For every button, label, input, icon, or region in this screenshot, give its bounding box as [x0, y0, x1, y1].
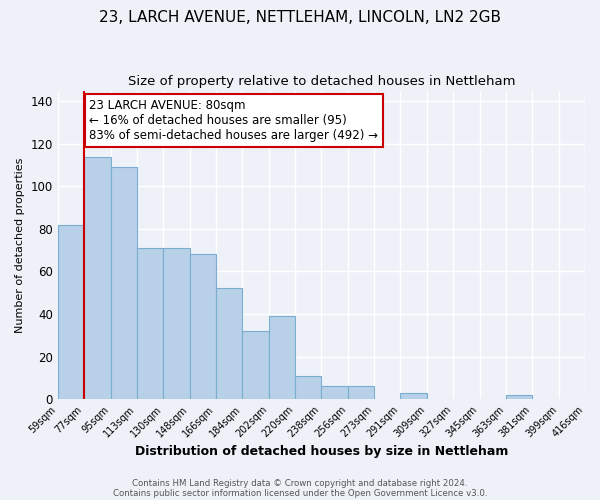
Text: Contains public sector information licensed under the Open Government Licence v3: Contains public sector information licen… [113, 488, 487, 498]
Bar [137, 248, 163, 399]
Bar [295, 376, 322, 399]
Y-axis label: Number of detached properties: Number of detached properties [15, 157, 25, 332]
Bar [58, 224, 84, 399]
Bar [190, 254, 216, 399]
Bar [506, 395, 532, 399]
Bar [400, 393, 427, 399]
Bar [163, 248, 190, 399]
Title: Size of property relative to detached houses in Nettleham: Size of property relative to detached ho… [128, 75, 515, 88]
Bar [110, 167, 137, 399]
Bar [216, 288, 242, 399]
Bar [322, 386, 348, 399]
Bar [348, 386, 374, 399]
Bar [242, 331, 269, 399]
Text: Contains HM Land Registry data © Crown copyright and database right 2024.: Contains HM Land Registry data © Crown c… [132, 478, 468, 488]
X-axis label: Distribution of detached houses by size in Nettleham: Distribution of detached houses by size … [135, 444, 508, 458]
Bar [84, 156, 110, 399]
Text: 23 LARCH AVENUE: 80sqm
← 16% of detached houses are smaller (95)
83% of semi-det: 23 LARCH AVENUE: 80sqm ← 16% of detached… [89, 99, 379, 142]
Bar [269, 316, 295, 399]
Text: 23, LARCH AVENUE, NETTLEHAM, LINCOLN, LN2 2GB: 23, LARCH AVENUE, NETTLEHAM, LINCOLN, LN… [99, 10, 501, 25]
